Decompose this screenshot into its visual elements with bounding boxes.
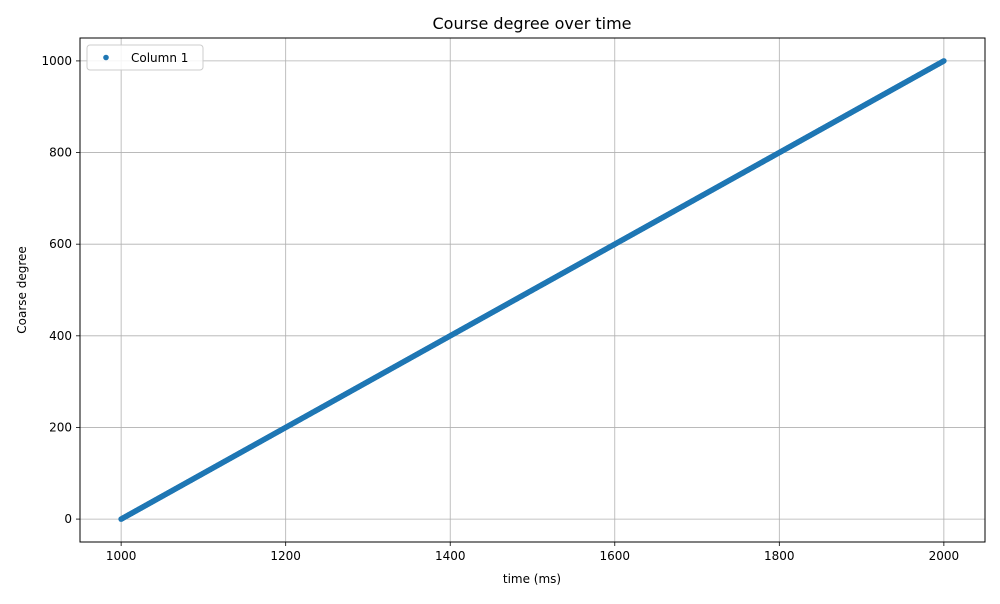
legend-label: Column 1 <box>131 51 188 65</box>
grid-lines <box>80 38 985 542</box>
x-tick-label: 1200 <box>270 549 301 563</box>
y-axis-label: Coarse degree <box>15 246 29 334</box>
x-tick-label: 1800 <box>764 549 795 563</box>
data-point <box>941 58 947 64</box>
legend-marker <box>103 54 109 61</box>
chart-title: Course degree over time <box>432 14 631 33</box>
y-tick-label: 600 <box>49 237 72 251</box>
y-tick-label: 800 <box>49 146 72 160</box>
x-tick-label: 1600 <box>599 549 630 563</box>
legend-box <box>86 44 204 71</box>
x-axis-label: time (ms) <box>503 572 561 586</box>
y-tick-label: 200 <box>49 420 72 434</box>
legend: Column 1 <box>86 44 204 71</box>
x-tick-label: 2000 <box>929 549 960 563</box>
x-tick-label: 1400 <box>435 549 466 563</box>
y-tick-label: 0 <box>64 512 72 526</box>
data-points <box>118 58 947 522</box>
y-axis: 0 200 400 600 800 1000 <box>41 54 80 526</box>
x-axis: 1000 1200 1400 1600 1800 2000 <box>106 542 959 563</box>
plot-area <box>79 37 986 543</box>
y-tick-label: 400 <box>49 329 72 343</box>
x-tick-label: 1000 <box>106 549 137 563</box>
y-tick-label: 1000 <box>41 54 72 68</box>
